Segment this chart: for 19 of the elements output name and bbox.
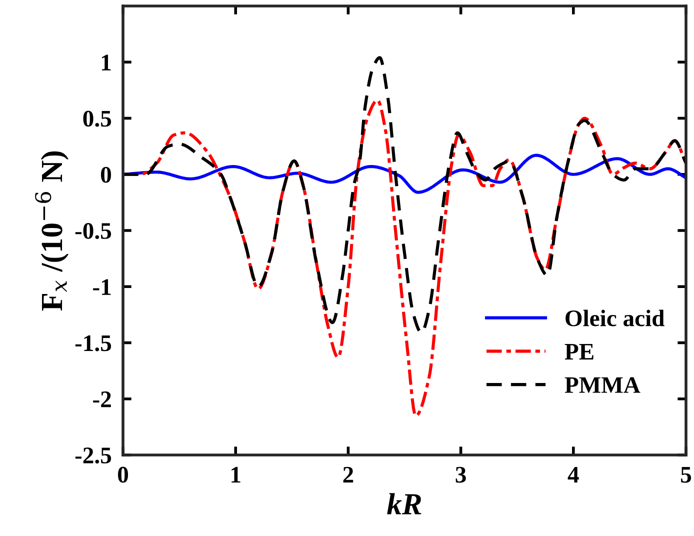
x-tick-label: 4 — [568, 466, 579, 482]
y-tick-label: -2 — [93, 391, 111, 408]
legend-label: Oleic acid — [566, 310, 664, 326]
y-tick-label: -1.5 — [75, 335, 112, 352]
x-tick-label: 3 — [456, 466, 466, 483]
y-tick-label: 1 — [102, 54, 111, 70]
x-tick-label: 0 — [118, 466, 128, 483]
y-tick-label: -2.5 — [75, 448, 112, 464]
y-tick-label: 0.5 — [83, 110, 112, 127]
x-tick-label: 1 — [232, 466, 240, 482]
x-tick-label: 5 — [681, 467, 692, 483]
y-tick-label: -0.5 — [75, 222, 112, 240]
x-tick-label: 2 — [343, 466, 354, 482]
y-tick-label: -1 — [93, 279, 111, 295]
legend-label: PMMA — [564, 377, 640, 393]
legend-label: PE — [564, 344, 594, 360]
y-axis-title: F$_{x}$ /(10$^{−6}$ N) — [35, 151, 69, 311]
x-axis-title: kR — [387, 493, 422, 514]
y-tick-label: 0 — [100, 166, 111, 183]
